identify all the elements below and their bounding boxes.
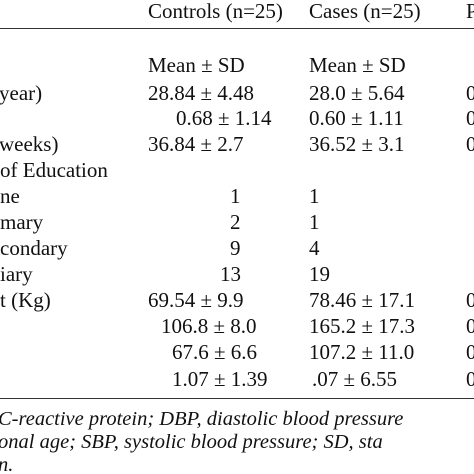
controls-value: 69.54 ± 9.9 [148, 288, 244, 312]
cases-value: 28.0 ± 5.64 [309, 81, 405, 105]
cases-value: 4 [309, 236, 320, 260]
subheader-controls: Mean ± SD [148, 53, 245, 77]
subheader-cases: Mean ± SD [309, 53, 406, 77]
row-label: mary [0, 210, 44, 234]
footnote-line-1: C-reactive protein; DBP, diastolic blood… [0, 408, 404, 430]
cases-value: 1 [309, 184, 320, 208]
controls-value: 1 [230, 184, 241, 208]
p-value: 0 [466, 314, 474, 338]
cases-value: 165.2 ± 17.3 [309, 314, 416, 338]
header-controls: Controls (n=25) [148, 0, 283, 23]
controls-value: 67.6 ± 6.6 [172, 340, 258, 364]
cases-value: 1 [309, 210, 320, 234]
header-p: P [466, 0, 474, 23]
p-value: 0 [466, 340, 474, 364]
p-value: 0 [466, 132, 474, 156]
row-label: iary [0, 262, 33, 286]
p-value: 0 [466, 106, 474, 130]
footnote-line-2: onal age; SBP, systolic blood pressure; … [0, 431, 383, 453]
table-bottom-rule [0, 398, 474, 399]
controls-value: 36.84 ± 2.7 [148, 132, 244, 156]
cases-value: 107.2 ± 11.0 [309, 340, 415, 364]
row-label: ne [0, 184, 20, 208]
controls-value: 106.8 ± 8.0 [161, 314, 257, 338]
controls-value: 9 [230, 236, 241, 260]
cases-value: 0.60 ± 1.11 [309, 106, 404, 130]
controls-value: 28.84 ± 4.48 [148, 81, 255, 105]
controls-value: 0.68 ± 1.14 [176, 106, 272, 130]
header-rule [0, 28, 474, 29]
cases-value: 78.46 ± 17.1 [309, 288, 416, 312]
cases-value: .07 ± 6.55 [312, 367, 398, 391]
row-label: of Education [0, 158, 108, 182]
controls-value: 2 [230, 210, 241, 234]
p-value: 0 [466, 367, 474, 391]
controls-value: 1.07 ± 1.39 [172, 367, 268, 391]
row-label: t (Kg) [0, 288, 51, 312]
row-label: weeks) [0, 132, 59, 156]
p-value: 0 [466, 288, 474, 312]
cases-value: 19 [309, 262, 330, 286]
row-label: year) [0, 81, 43, 105]
footnote-line-3: n. [0, 454, 14, 474]
row-label: condary [0, 236, 68, 260]
controls-value: 13 [220, 262, 241, 286]
p-value: 0 [466, 81, 474, 105]
cases-value: 36.52 ± 3.1 [309, 132, 405, 156]
header-cases: Cases (n=25) [309, 0, 421, 23]
